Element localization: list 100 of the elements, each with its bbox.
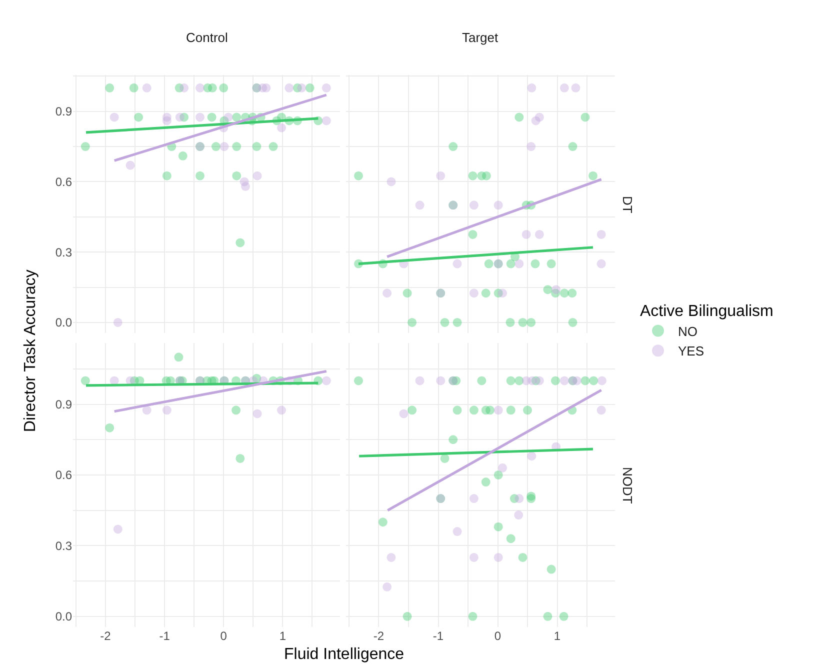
point xyxy=(498,288,508,298)
point xyxy=(232,406,241,415)
point xyxy=(196,171,204,180)
x-tick-label: 0 xyxy=(494,629,502,643)
point xyxy=(436,376,446,386)
point xyxy=(588,171,598,180)
point xyxy=(354,376,363,386)
point xyxy=(526,318,536,327)
point xyxy=(514,494,524,504)
point xyxy=(208,83,217,92)
point xyxy=(408,406,417,415)
point xyxy=(468,612,478,621)
point xyxy=(277,123,286,132)
point xyxy=(494,406,503,415)
point xyxy=(559,612,568,621)
point xyxy=(440,318,450,327)
point xyxy=(322,83,331,92)
point xyxy=(469,200,478,210)
point xyxy=(382,288,392,298)
point xyxy=(105,83,114,92)
x-tick-label: -2 xyxy=(373,629,384,643)
point xyxy=(527,83,536,92)
point xyxy=(589,376,598,386)
point xyxy=(477,376,486,386)
point xyxy=(506,406,516,415)
x-axis-title: Fluid Intelligence xyxy=(284,646,404,663)
point xyxy=(354,171,363,180)
x-tick-label: 0 xyxy=(220,629,228,643)
point xyxy=(468,230,478,239)
point xyxy=(452,318,462,327)
y-axis-title: Director Task Accuracy xyxy=(22,270,39,432)
point xyxy=(399,409,408,418)
point xyxy=(506,259,516,268)
point xyxy=(534,376,544,386)
point xyxy=(440,454,450,463)
point xyxy=(494,522,503,532)
point xyxy=(178,151,188,160)
y-tick-label: 0.6 xyxy=(55,468,72,482)
y-tick-label: 0.6 xyxy=(55,174,72,189)
point xyxy=(382,582,392,592)
point xyxy=(506,318,515,327)
point xyxy=(597,376,606,386)
point xyxy=(482,171,491,180)
point xyxy=(560,376,569,386)
point xyxy=(534,230,544,239)
point xyxy=(560,288,569,298)
x-tick-label: -2 xyxy=(100,629,112,643)
chart-title: Target xyxy=(462,30,499,45)
point xyxy=(126,160,135,170)
point xyxy=(415,376,424,386)
point xyxy=(232,171,242,180)
point xyxy=(526,492,536,501)
point xyxy=(80,376,90,386)
point xyxy=(232,142,242,152)
point xyxy=(174,352,184,362)
point xyxy=(415,200,424,210)
point xyxy=(162,406,172,415)
point xyxy=(506,534,516,544)
point xyxy=(162,116,172,126)
point xyxy=(113,524,122,534)
point xyxy=(402,612,412,621)
point xyxy=(469,494,478,504)
point xyxy=(452,527,462,536)
point xyxy=(530,259,540,268)
point xyxy=(262,83,271,92)
point xyxy=(527,452,536,461)
point xyxy=(514,259,524,268)
x-tick-label: 1 xyxy=(279,629,286,643)
legend-title: Active Bilingualism xyxy=(640,302,774,320)
point xyxy=(494,200,503,210)
point xyxy=(560,83,569,92)
point xyxy=(252,142,262,152)
point xyxy=(180,83,189,92)
point xyxy=(129,83,138,92)
point xyxy=(110,112,119,122)
point xyxy=(469,552,478,562)
point xyxy=(402,288,412,298)
point xyxy=(232,112,242,122)
point xyxy=(523,406,532,415)
point xyxy=(596,406,606,415)
point xyxy=(481,478,490,487)
point xyxy=(580,376,590,386)
text: NODT xyxy=(620,467,635,504)
point xyxy=(448,142,458,152)
point xyxy=(522,230,531,239)
point xyxy=(531,116,540,126)
point xyxy=(105,423,114,432)
point xyxy=(596,230,606,239)
point xyxy=(224,112,233,122)
text: DT xyxy=(620,196,635,214)
point xyxy=(546,564,556,574)
point xyxy=(468,171,478,180)
point xyxy=(207,112,216,122)
point xyxy=(568,318,578,327)
y-tick-label: 0.3 xyxy=(55,245,72,260)
point xyxy=(568,288,577,298)
x-tick-label: -1 xyxy=(159,629,170,643)
point xyxy=(236,238,245,248)
point xyxy=(80,142,90,152)
legend-label: YES xyxy=(678,344,704,359)
